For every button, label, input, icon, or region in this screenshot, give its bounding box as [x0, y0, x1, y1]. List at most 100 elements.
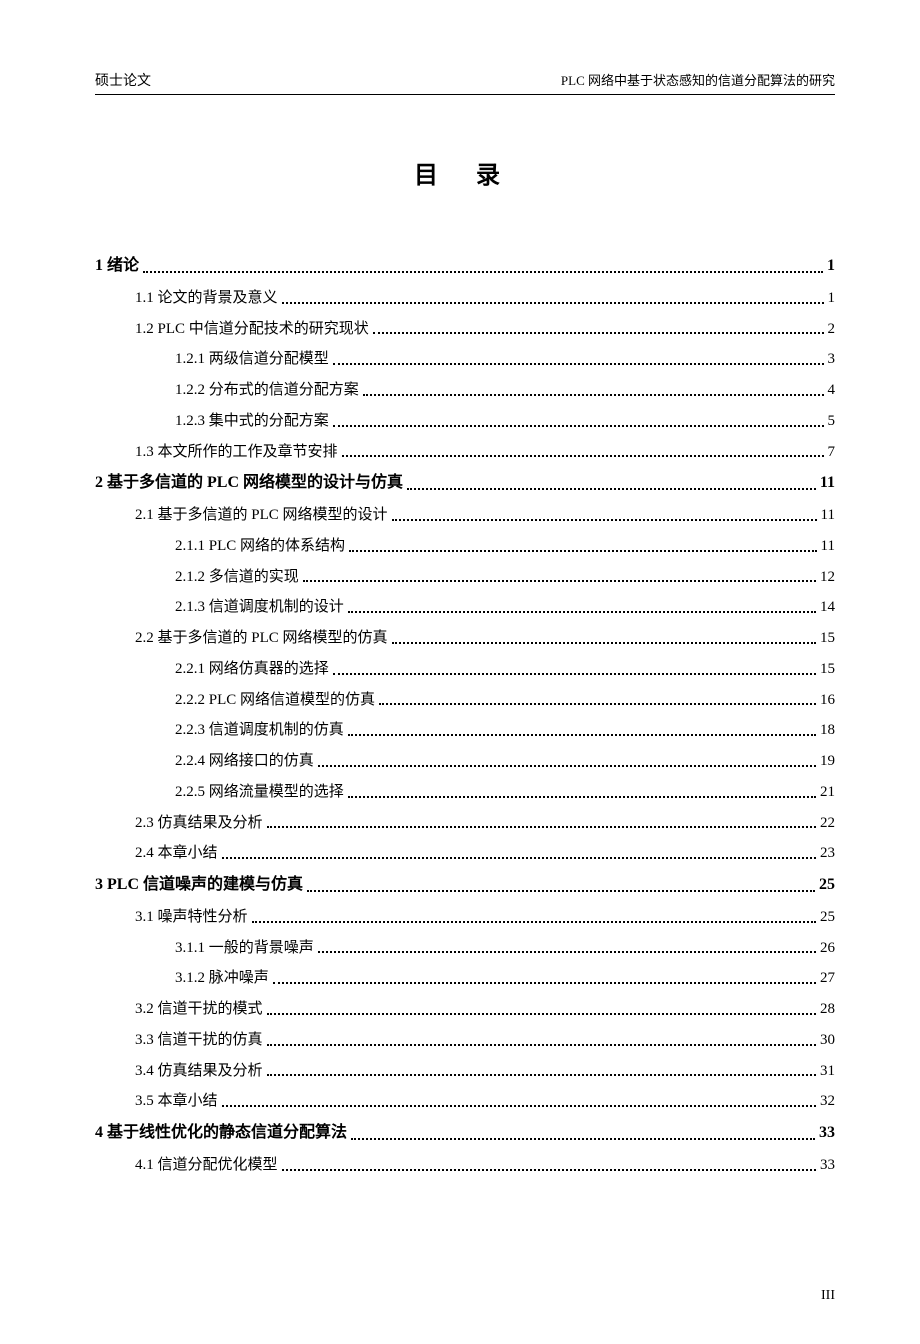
toc-entry-label: 1.3 本文所作的工作及章节安排	[135, 437, 338, 468]
toc-entry-label: 2.4 本章小结	[135, 838, 218, 869]
toc-entry-label: 3.3 信道干扰的仿真	[135, 1025, 263, 1056]
toc-entry-page: 30	[820, 1025, 835, 1056]
toc-dots	[349, 550, 817, 552]
toc-entry-page: 1	[828, 283, 836, 314]
toc-entry-page: 15	[820, 654, 835, 685]
toc-entry-label: 2.2.3 信道调度机制的仿真	[175, 715, 344, 746]
toc-entry: 1.2 PLC 中信道分配技术的研究现状 2	[135, 314, 835, 345]
header-left: 硕士论文	[95, 70, 151, 90]
toc-entry-label: 4.1 信道分配优化模型	[135, 1150, 278, 1181]
toc-entry-page: 3	[828, 344, 836, 375]
toc-entry-page: 7	[828, 437, 836, 468]
toc-entry-page: 16	[820, 685, 835, 716]
toc-entry-label: 2.2.5 网络流量模型的选择	[175, 777, 344, 808]
toc-entry: 2.1.1 PLC 网络的体系结构11	[175, 531, 835, 562]
toc-entry-label: 3.2 信道干扰的模式	[135, 994, 263, 1025]
toc-entry: 2.2.2 PLC 网络信道模型的仿真 16	[175, 685, 835, 716]
toc-dots	[267, 1044, 816, 1046]
toc-dots	[222, 857, 816, 859]
toc-entry: 3 PLC 信道噪声的建模与仿真 25	[95, 869, 835, 902]
toc-entry-page: 21	[820, 777, 835, 808]
toc-entry-page: 25	[819, 869, 835, 902]
toc-entry-label: 4 基于线性优化的静态信道分配算法	[95, 1117, 347, 1150]
toc-entry: 2.1 基于多信道的 PLC 网络模型的设计 11	[135, 500, 835, 531]
toc-entry: 2.2.5 网络流量模型的选择 21	[175, 777, 835, 808]
toc-entry: 2.2 基于多信道的 PLC 网络模型的仿真15	[135, 623, 835, 654]
toc-entry-label: 3.1.1 一般的背景噪声	[175, 933, 314, 964]
page-header: 硕士论文 PLC 网络中基于状态感知的信道分配算法的研究	[95, 70, 835, 95]
toc-entry-page: 19	[820, 746, 835, 777]
toc-entry-page: 33	[819, 1117, 835, 1150]
toc-entry-label: 3.1.2 脉冲噪声	[175, 963, 269, 994]
toc-entry: 3.4 仿真结果及分析 31	[135, 1056, 835, 1087]
toc-dots	[351, 1138, 815, 1140]
toc-entry: 2.2.1 网络仿真器的选择 15	[175, 654, 835, 685]
toc-dots	[307, 890, 815, 892]
toc-entry-page: 22	[820, 808, 835, 839]
toc-entry: 1.1 论文的背景及意义 1	[135, 283, 835, 314]
toc-entry: 4 基于线性优化的静态信道分配算法 33	[95, 1117, 835, 1150]
toc-dots	[267, 826, 816, 828]
toc-entry-page: 11	[821, 500, 835, 531]
toc-dots	[379, 703, 816, 705]
toc-entry: 2 基于多信道的 PLC 网络模型的设计与仿真11	[95, 467, 835, 500]
toc-dots	[318, 951, 816, 953]
toc-entry-page: 28	[820, 994, 835, 1025]
toc-entry: 3.5 本章小结32	[135, 1086, 835, 1117]
toc-dots	[333, 673, 816, 675]
toc-dots	[407, 488, 816, 490]
toc-dots	[392, 519, 817, 521]
toc-dots	[273, 982, 816, 984]
toc-entry-page: 5	[828, 406, 836, 437]
toc-dots	[342, 455, 824, 457]
toc-entry: 4.1 信道分配优化模型 33	[135, 1150, 835, 1181]
toc-dots	[333, 425, 824, 427]
toc-entry: 2.1.2 多信道的实现12	[175, 562, 835, 593]
toc-dots	[363, 394, 824, 396]
toc-entry: 2.1.3 信道调度机制的设计14	[175, 592, 835, 623]
toc-dots	[348, 796, 816, 798]
toc-entry-label: 1.2.1 两级信道分配模型	[175, 344, 329, 375]
toc-entry-page: 1	[827, 250, 835, 283]
toc-entry-page: 33	[820, 1150, 835, 1181]
toc-entry-page: 25	[820, 902, 835, 933]
toc-entry: 1.2.1 两级信道分配模型 3	[175, 344, 835, 375]
toc-entry-label: 1.1 论文的背景及意义	[135, 283, 278, 314]
toc-dots	[303, 580, 816, 582]
toc-dots	[267, 1013, 816, 1015]
toc-entry: 3.1 噪声特性分析25	[135, 902, 835, 933]
toc-entry-label: 1.2 PLC 中信道分配技术的研究现状	[135, 314, 369, 345]
toc-entry: 3.3 信道干扰的仿真 30	[135, 1025, 835, 1056]
header-right: PLC 网络中基于状态感知的信道分配算法的研究	[561, 70, 835, 90]
toc-entry: 2.3 仿真结果及分析 22	[135, 808, 835, 839]
toc-entry-label: 2.1 基于多信道的 PLC 网络模型的设计	[135, 500, 388, 531]
toc-entry-label: 2 基于多信道的 PLC 网络模型的设计与仿真	[95, 467, 403, 500]
toc-entry-label: 1 绪论	[95, 250, 139, 283]
toc-entry-label: 2.3 仿真结果及分析	[135, 808, 263, 839]
toc-dots	[222, 1105, 816, 1107]
toc-entry-page: 31	[820, 1056, 835, 1087]
toc-entry-label: 2.2.4 网络接口的仿真	[175, 746, 314, 777]
toc-entry-page: 2	[828, 314, 836, 345]
table-of-contents: 1 绪论11.1 论文的背景及意义11.2 PLC 中信道分配技术的研究现状21…	[95, 250, 835, 1181]
toc-entry-label: 3.4 仿真结果及分析	[135, 1056, 263, 1087]
toc-entry-label: 2.1.3 信道调度机制的设计	[175, 592, 344, 623]
toc-dots	[392, 642, 816, 644]
toc-entry-label: 2.2.2 PLC 网络信道模型的仿真	[175, 685, 375, 716]
toc-entry: 3.2 信道干扰的模式 28	[135, 994, 835, 1025]
toc-entry: 2.2.3 信道调度机制的仿真18	[175, 715, 835, 746]
toc-entry-label: 2.2.1 网络仿真器的选择	[175, 654, 329, 685]
toc-entry-page: 4	[828, 375, 836, 406]
toc-entry: 1.2.2 分布式的信道分配方案4	[175, 375, 835, 406]
toc-dots	[143, 271, 823, 273]
toc-entry: 3.1.2 脉冲噪声27	[175, 963, 835, 994]
toc-entry-label: 3 PLC 信道噪声的建模与仿真	[95, 869, 303, 902]
toc-dots	[318, 765, 816, 767]
toc-entry: 1 绪论 1	[95, 250, 835, 283]
toc-entry-label: 3.5 本章小结	[135, 1086, 218, 1117]
toc-entry-page: 26	[820, 933, 835, 964]
toc-dots	[282, 1169, 816, 1171]
page-number: III	[821, 1288, 835, 1304]
toc-entry: 2.2.4 网络接口的仿真 19	[175, 746, 835, 777]
toc-entry-page: 23	[820, 838, 835, 869]
